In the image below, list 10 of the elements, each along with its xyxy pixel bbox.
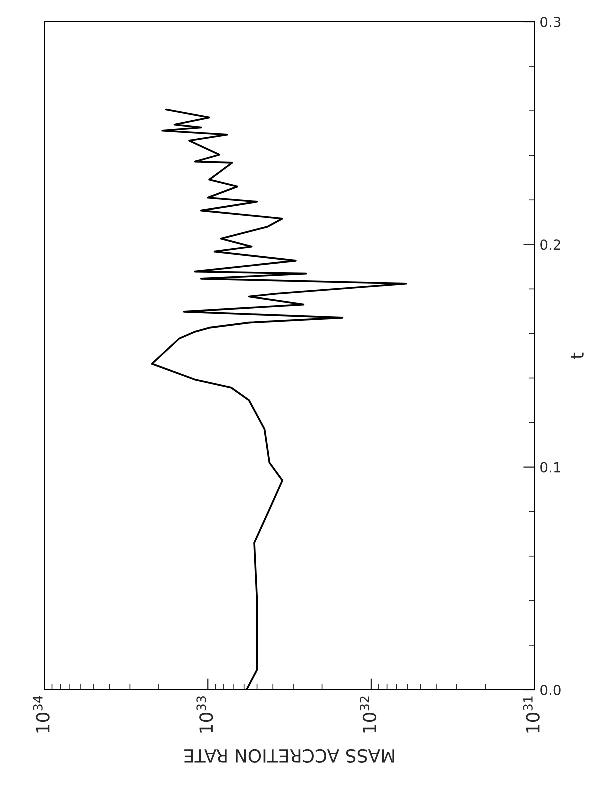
x-tick-label: 10$^{33}$ [196,696,214,733]
y-tick-label: 0.1 [540,462,560,473]
x-tick-label: 10$^{34}$ [33,696,50,733]
x-tick-label: 10$^{31}$ [523,696,540,733]
x-tick-label: 10$^{32}$ [360,696,377,733]
x-axis-title: MASS ACCRETION RATE [184,749,394,764]
y-tick-label: 0.0 [540,684,561,696]
y-tick-label: 0.2 [540,240,560,250]
y-axis-title: t [571,352,584,360]
y-tick-label: 0.3 [540,16,561,28]
